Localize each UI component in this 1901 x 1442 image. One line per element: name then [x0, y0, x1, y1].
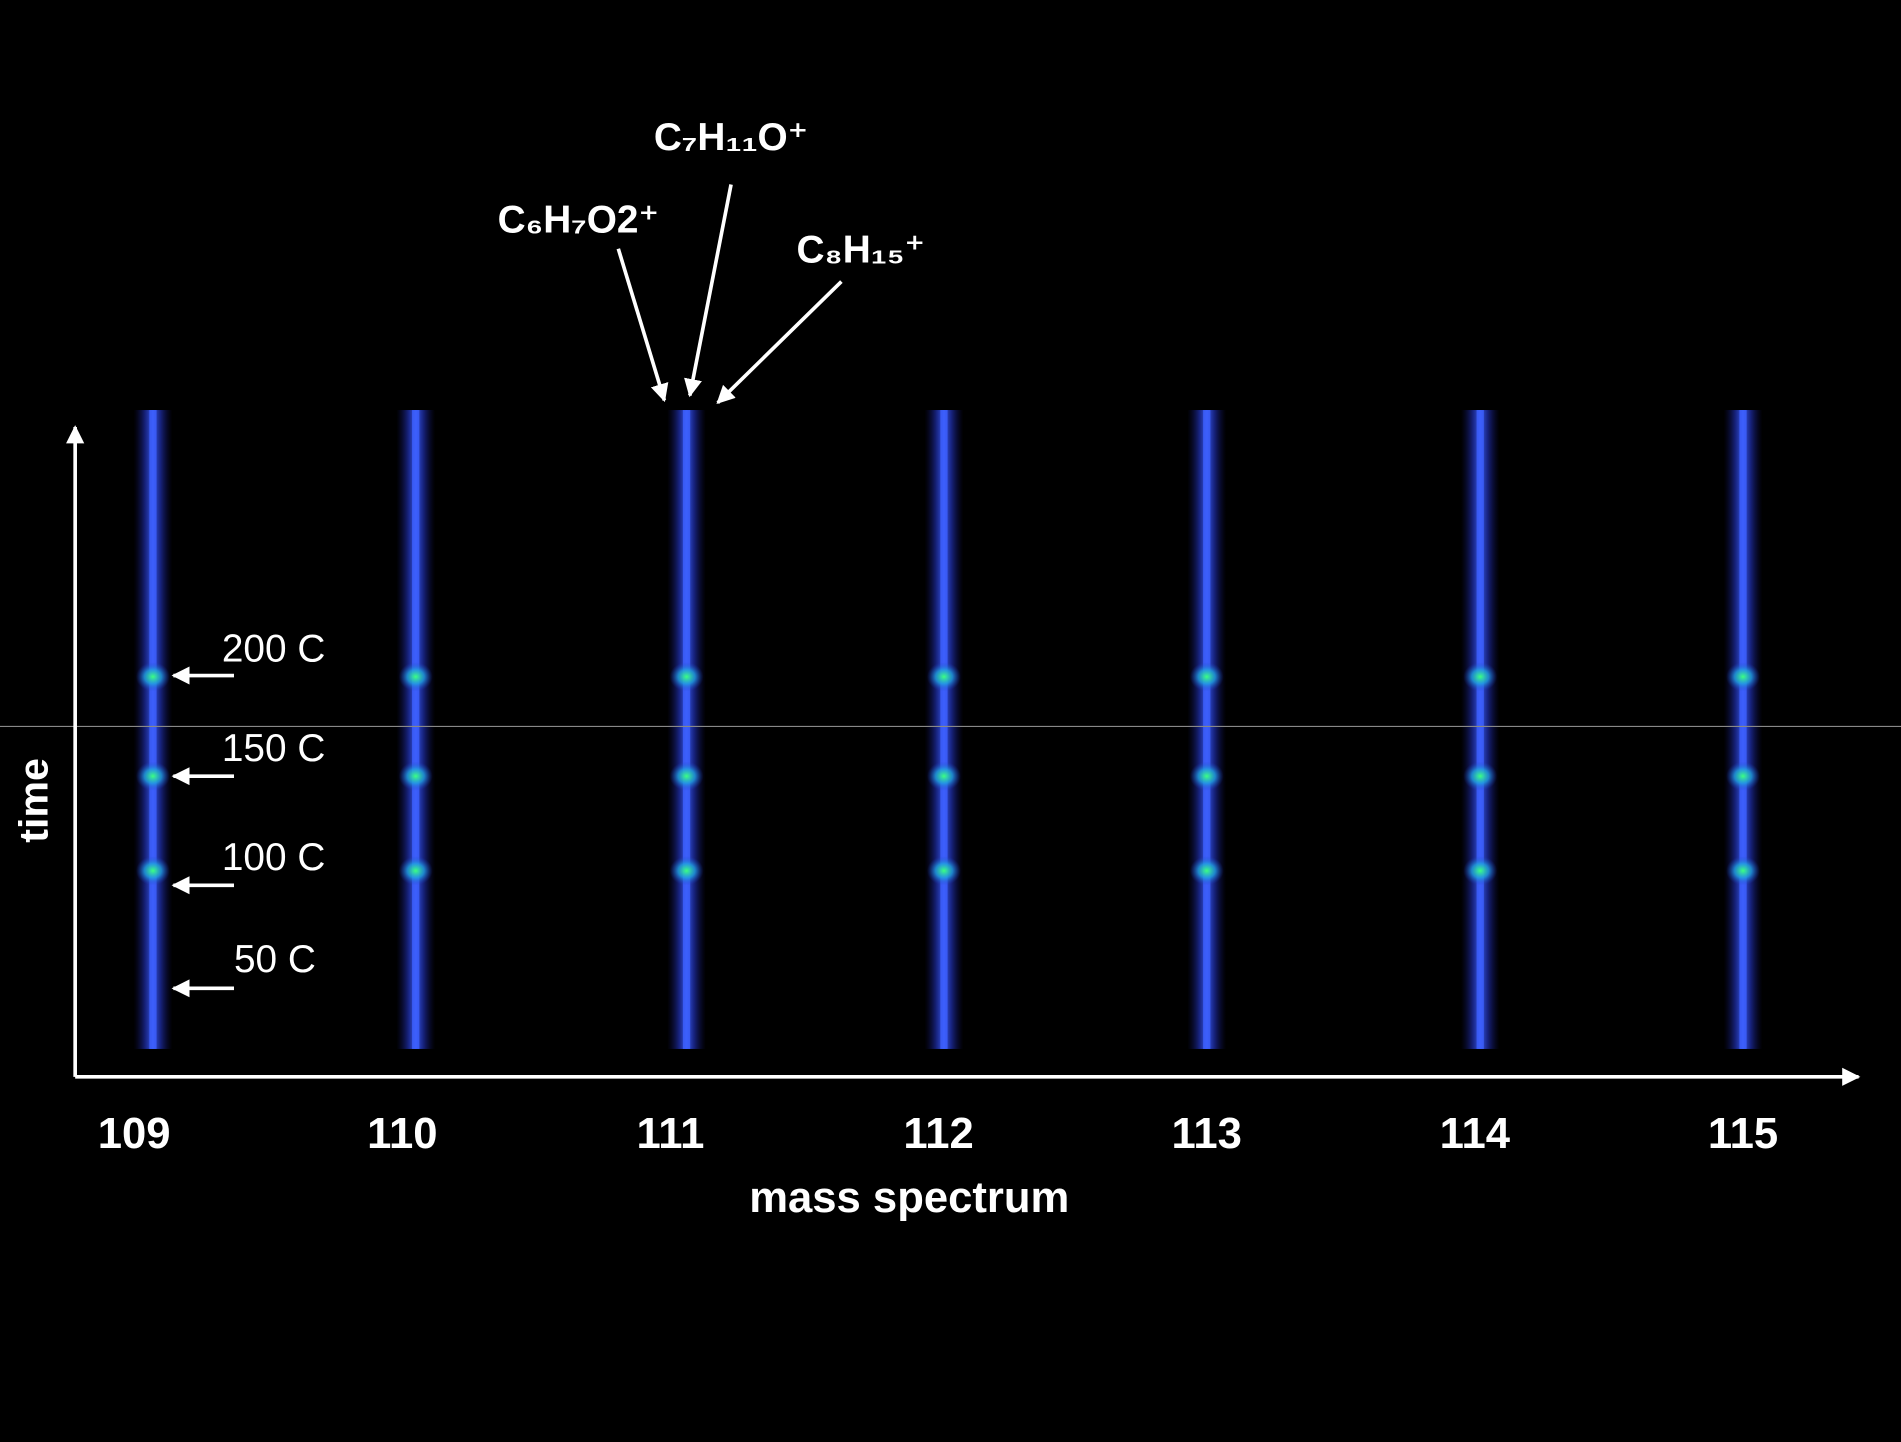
temperature-label: 200 C	[222, 628, 326, 671]
x-axis-label: mass spectrum	[749, 1173, 1069, 1222]
hot-spot	[1189, 856, 1224, 886]
peak-label: C₇H₁₁O⁺	[654, 116, 808, 159]
y-axis-label: time	[10, 758, 56, 843]
annotation-arrow	[616, 248, 669, 403]
hot-spot	[135, 856, 170, 886]
hot-spot	[669, 761, 704, 791]
spectral-band-core	[412, 410, 420, 1049]
spectral-band-core	[1739, 410, 1747, 1049]
temperature-label: 100 C	[222, 836, 326, 879]
x-tick-label: 112	[903, 1109, 973, 1158]
x-tick-label: 115	[1708, 1109, 1778, 1158]
hot-spot	[135, 761, 170, 791]
hot-spot	[926, 662, 961, 692]
hot-spot	[1726, 856, 1760, 886]
x-tick-label: 109	[98, 1109, 171, 1158]
peak-label: C₆H₇O2⁺	[498, 198, 659, 241]
hot-spot	[926, 761, 961, 791]
hot-spot	[1463, 856, 1498, 886]
x-tick-label: 114	[1440, 1109, 1511, 1158]
x-tick-label: 110	[367, 1109, 437, 1158]
x-tick-label: 111	[636, 1109, 704, 1158]
annotation-arrow	[684, 184, 733, 398]
hot-spot	[398, 761, 433, 791]
hot-spot	[398, 856, 433, 886]
peak-label: C₈H₁₅⁺	[797, 229, 925, 272]
spectral-band-core	[1203, 410, 1211, 1049]
hot-spot	[135, 662, 170, 692]
spectral-band-core	[149, 410, 157, 1049]
spectral-band-core	[682, 410, 691, 1049]
spectral-band-core	[940, 410, 948, 1049]
hot-spot	[1463, 662, 1498, 692]
bands	[133, 410, 1763, 1049]
hot-spot	[1726, 662, 1760, 692]
hot-spot	[1726, 761, 1760, 791]
hot-spot	[1189, 761, 1224, 791]
hot-spot	[669, 662, 704, 692]
temperature-label: 50 C	[234, 938, 316, 981]
x-tick-label: 113	[1172, 1109, 1242, 1158]
hot-spot	[926, 856, 961, 886]
temperature-label: 150 C	[222, 727, 326, 770]
hot-spot	[669, 856, 704, 886]
hot-spot	[1189, 662, 1224, 692]
spectral-band-core	[1476, 410, 1484, 1049]
annotation-arrow	[716, 280, 843, 405]
hot-spot	[398, 662, 433, 692]
hot-spot	[1463, 761, 1498, 791]
